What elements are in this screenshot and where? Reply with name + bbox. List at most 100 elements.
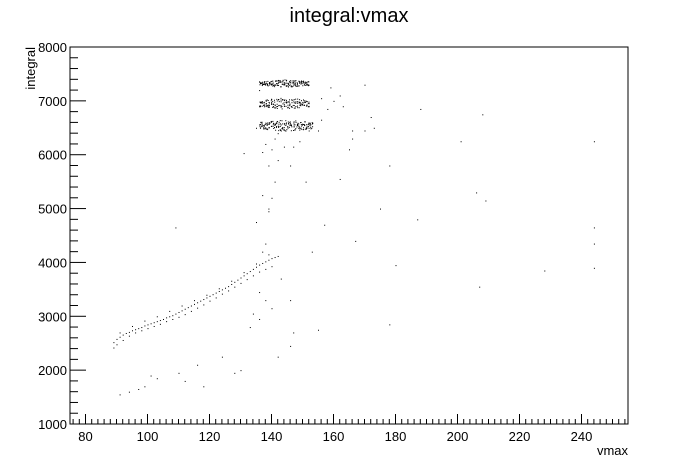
data-point xyxy=(301,125,303,127)
data-point xyxy=(278,126,280,128)
y-tick-label: 3000 xyxy=(38,309,67,324)
data-point xyxy=(265,261,267,263)
data-point xyxy=(283,82,285,84)
data-point xyxy=(306,127,308,129)
x-tick-label: 140 xyxy=(261,429,283,444)
data-point xyxy=(272,106,274,108)
data-point xyxy=(266,128,268,130)
data-point xyxy=(293,99,295,101)
data-point xyxy=(304,82,306,84)
data-point xyxy=(278,81,280,83)
data-point xyxy=(284,123,286,125)
data-point xyxy=(259,127,261,129)
data-point xyxy=(246,273,248,275)
data-point xyxy=(231,283,233,285)
data-point xyxy=(302,124,304,126)
y-tick-label: 4000 xyxy=(38,255,67,270)
data-point xyxy=(321,98,323,100)
data-point xyxy=(282,79,284,81)
data-point xyxy=(308,123,310,125)
data-point xyxy=(593,141,595,143)
data-point xyxy=(280,81,282,83)
data-point xyxy=(287,82,289,84)
data-point xyxy=(267,84,269,86)
data-point xyxy=(277,133,279,135)
data-point xyxy=(278,105,280,107)
data-point xyxy=(261,124,263,126)
data-point xyxy=(275,125,277,127)
data-point xyxy=(303,100,305,102)
data-point xyxy=(277,82,279,84)
data-point xyxy=(270,83,272,85)
data-point xyxy=(311,122,313,124)
data-point xyxy=(593,227,595,229)
data-point xyxy=(293,332,295,334)
data-point xyxy=(330,87,332,89)
data-point xyxy=(295,98,297,100)
data-point xyxy=(281,127,283,129)
data-point xyxy=(274,101,276,103)
data-point xyxy=(268,165,270,167)
data-point xyxy=(304,101,306,103)
data-point xyxy=(272,82,274,84)
data-point xyxy=(304,102,306,104)
data-point xyxy=(275,107,277,109)
data-point xyxy=(296,83,298,85)
data-point xyxy=(303,127,305,129)
data-point xyxy=(287,127,289,129)
data-point xyxy=(285,124,287,126)
data-point xyxy=(218,288,220,290)
data-point xyxy=(333,100,335,102)
data-point xyxy=(262,102,264,104)
data-point xyxy=(389,165,391,167)
data-point xyxy=(119,336,121,338)
data-point xyxy=(284,99,286,101)
data-point xyxy=(282,123,284,125)
data-point xyxy=(122,339,124,341)
data-point xyxy=(203,299,205,301)
data-point xyxy=(300,127,302,129)
data-point xyxy=(290,130,292,132)
data-point xyxy=(184,308,186,310)
data-point xyxy=(252,313,254,315)
data-point xyxy=(291,80,293,82)
data-point xyxy=(289,84,291,86)
data-point xyxy=(268,104,270,106)
data-point xyxy=(280,278,282,280)
data-point xyxy=(268,101,270,103)
data-point xyxy=(289,104,291,106)
data-point xyxy=(364,84,366,86)
data-point xyxy=(287,107,289,109)
data-point xyxy=(265,106,267,108)
data-point xyxy=(184,314,186,316)
data-point xyxy=(194,303,195,305)
data-point xyxy=(274,138,276,140)
data-point xyxy=(297,122,299,124)
data-point xyxy=(150,323,152,325)
data-point xyxy=(119,394,121,396)
data-point xyxy=(271,80,273,82)
data-point xyxy=(306,127,308,129)
data-points xyxy=(113,79,595,396)
data-point xyxy=(294,107,296,109)
data-point xyxy=(309,122,311,124)
data-point xyxy=(128,391,130,393)
data-point xyxy=(339,178,341,180)
data-point xyxy=(265,81,267,83)
data-point xyxy=(169,316,171,318)
data-point xyxy=(264,124,266,126)
data-point xyxy=(283,84,285,86)
data-point xyxy=(263,81,265,83)
data-point xyxy=(271,266,273,268)
data-point xyxy=(308,106,310,108)
data-point xyxy=(272,100,274,102)
data-point xyxy=(304,84,306,86)
data-point xyxy=(215,292,217,294)
data-point xyxy=(305,181,307,183)
data-point xyxy=(324,224,326,226)
data-point xyxy=(119,332,121,334)
data-point xyxy=(295,106,297,108)
data-point xyxy=(141,327,143,329)
data-point xyxy=(269,84,271,86)
data-point xyxy=(261,122,263,124)
